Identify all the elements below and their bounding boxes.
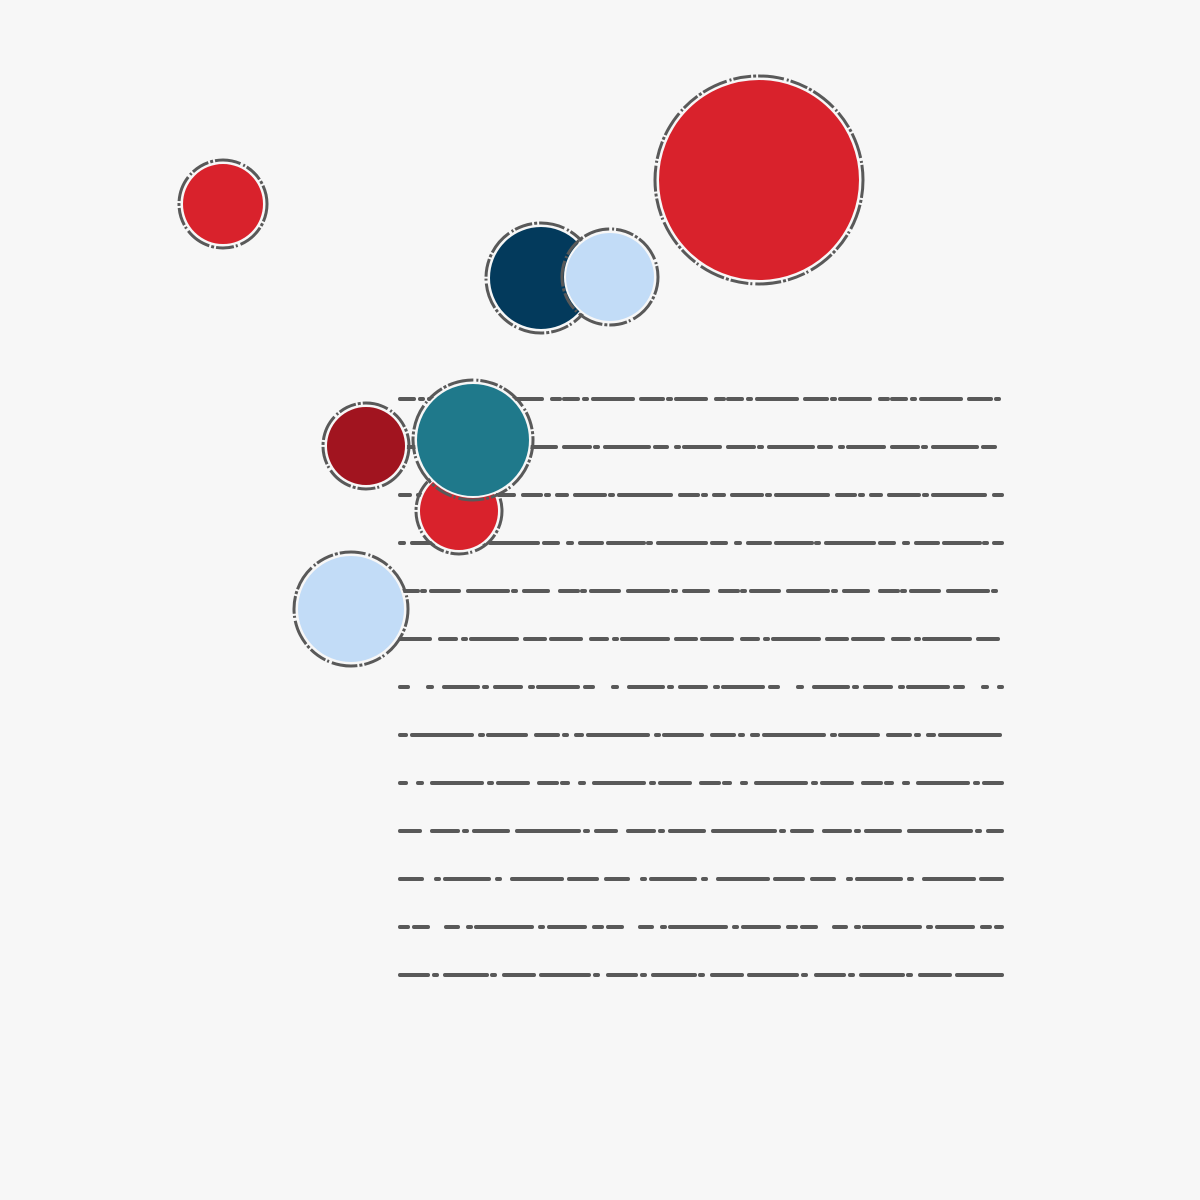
circle-light-blue-bottom-outline <box>292 550 410 668</box>
circle-teal-fill <box>415 382 531 498</box>
circle-red-small-left-fill <box>181 162 265 246</box>
circle-teal-outline <box>411 378 535 502</box>
circle-teal <box>411 378 535 502</box>
circle-red-small-left <box>177 158 269 250</box>
circle-red-large-fill <box>657 78 861 282</box>
circle-light-blue-top-fill <box>564 231 656 323</box>
circle-red-large <box>653 74 865 286</box>
circle-light-blue-top <box>560 227 660 327</box>
circles-group <box>177 74 865 668</box>
circle-light-blue-top-outline <box>560 227 660 327</box>
circle-red-large-outline <box>653 74 865 286</box>
circle-dark-red <box>321 401 411 491</box>
circle-light-blue-bottom-fill <box>296 554 406 664</box>
circle-light-blue-bottom <box>292 550 410 668</box>
circle-dark-red-outline <box>321 401 411 491</box>
circle-dark-red-fill <box>325 405 407 487</box>
circle-red-small-left-outline <box>177 158 269 250</box>
